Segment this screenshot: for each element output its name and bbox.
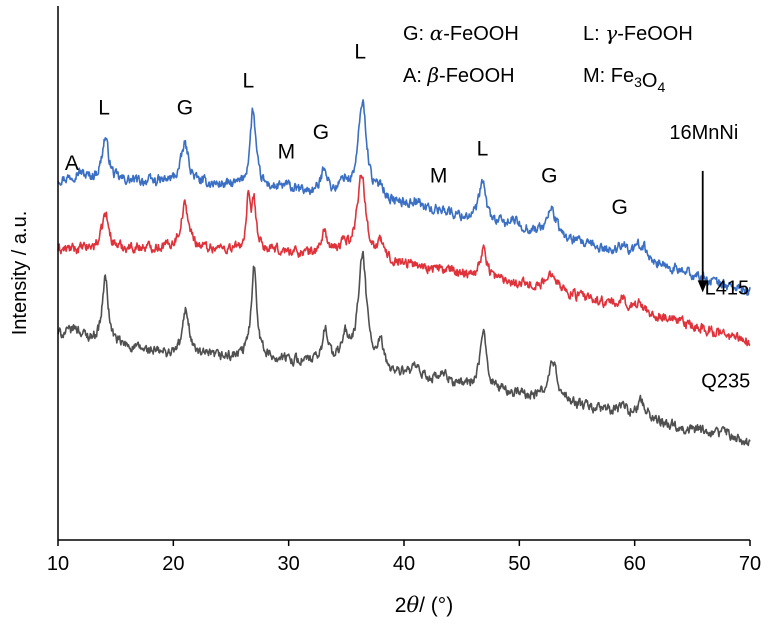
x-tick-label: 40 <box>393 553 415 575</box>
peak-label: M <box>278 140 296 163</box>
peak-label: L <box>354 41 366 64</box>
peak-label: L <box>477 137 489 160</box>
series-name-label: Q235 <box>701 371 750 393</box>
x-axis-label: 2θ/ (°) <box>395 593 453 617</box>
peak-label: G <box>541 164 557 187</box>
series-name-label: L415 <box>705 278 750 300</box>
x-tick-label: 50 <box>508 553 530 575</box>
peak-label: G <box>313 121 329 144</box>
axis-layer: 10 20 30 40 50 60 70 <box>47 6 761 575</box>
x-tick-label: 30 <box>278 553 300 575</box>
legend-entry-l: L: γ-FeOOH <box>583 21 693 45</box>
legend-entry-g: G: α-FeOOH <box>403 21 519 45</box>
legend-formula-fe3o4: Fe3O4 <box>611 65 666 95</box>
legend: G: α-FeOOH L: γ-FeOOH A: β-FeOOH M: Fe3O… <box>403 21 693 95</box>
series-name-label: 16MnNi <box>669 122 738 144</box>
peak-label: L <box>98 96 110 119</box>
x-tick-label: 70 <box>739 553 761 575</box>
arrow-head <box>697 280 708 293</box>
peak-label: G <box>177 96 193 119</box>
x-tick-label: 60 <box>624 553 646 575</box>
series-line-l415 <box>57 174 751 347</box>
series-line-16mnni <box>57 99 751 296</box>
x-tick-label: 20 <box>162 553 184 575</box>
legend-entry-m: M: Fe3O4 <box>583 65 665 95</box>
peak-label: M <box>430 164 448 187</box>
peak-label: L <box>242 69 254 92</box>
x-tick-label: 10 <box>47 553 69 575</box>
legend-entry-a: A: β-FeOOH <box>403 63 515 87</box>
peak-label: G <box>612 196 628 219</box>
peak-label: A <box>65 152 79 175</box>
series-line-q235 <box>57 250 751 447</box>
series-layer <box>57 99 751 447</box>
y-axis-label: Intensity / a.u. <box>9 211 31 336</box>
